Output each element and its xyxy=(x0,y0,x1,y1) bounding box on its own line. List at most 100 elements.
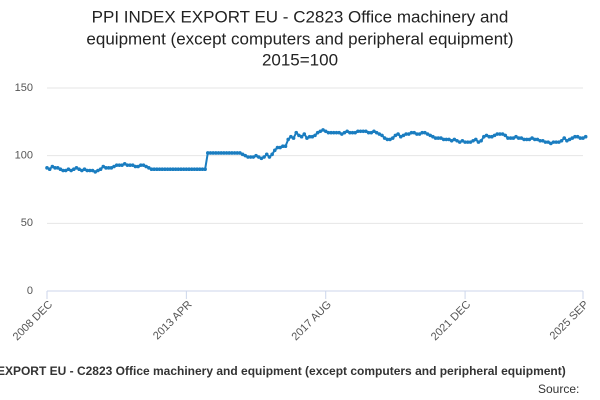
point xyxy=(508,136,513,140)
point xyxy=(404,132,408,136)
point xyxy=(248,155,253,159)
point xyxy=(72,167,76,171)
point xyxy=(189,167,194,171)
point xyxy=(53,166,57,170)
point xyxy=(396,132,400,136)
point xyxy=(267,155,272,159)
point xyxy=(549,141,553,146)
point xyxy=(203,167,207,171)
y-tick-label: 100 xyxy=(15,150,33,162)
point xyxy=(345,129,349,134)
point xyxy=(160,167,165,171)
point xyxy=(264,152,269,157)
point xyxy=(106,166,111,170)
point xyxy=(184,167,189,171)
point xyxy=(69,168,73,173)
point xyxy=(479,138,483,143)
source: Source: xyxy=(538,382,579,396)
point xyxy=(431,134,435,139)
point xyxy=(570,136,575,140)
point xyxy=(256,155,261,159)
point xyxy=(538,138,542,143)
x-tick-label: 2013 APR xyxy=(151,299,195,343)
point xyxy=(310,134,315,139)
point xyxy=(163,167,167,171)
chart-title: 2015=100 xyxy=(262,50,338,69)
point xyxy=(50,164,55,169)
point xyxy=(519,136,524,140)
point xyxy=(476,140,481,144)
point xyxy=(90,168,95,173)
point xyxy=(246,155,250,159)
point xyxy=(492,133,497,138)
point xyxy=(364,129,368,134)
point xyxy=(238,151,242,155)
point xyxy=(436,136,441,140)
point xyxy=(125,163,130,167)
point xyxy=(329,130,333,135)
point xyxy=(401,133,406,138)
point xyxy=(425,132,430,136)
point xyxy=(165,167,170,171)
point xyxy=(187,167,191,171)
point xyxy=(88,168,92,173)
point xyxy=(361,129,366,134)
point xyxy=(315,130,320,135)
point xyxy=(522,137,526,142)
point xyxy=(278,145,282,150)
point xyxy=(465,140,470,144)
point xyxy=(535,137,540,142)
point xyxy=(420,130,425,135)
point xyxy=(562,136,567,140)
point xyxy=(58,167,63,171)
point xyxy=(133,164,138,169)
point xyxy=(417,132,422,136)
point xyxy=(318,129,323,134)
point xyxy=(283,144,288,148)
x-tick-label: 2025 SEP xyxy=(548,299,592,343)
point xyxy=(171,167,175,171)
point xyxy=(543,140,548,144)
point xyxy=(559,138,564,143)
point xyxy=(206,151,210,155)
point xyxy=(369,130,374,135)
point xyxy=(551,140,556,144)
point xyxy=(388,137,392,142)
point xyxy=(323,129,328,134)
point xyxy=(527,137,532,142)
point xyxy=(55,166,60,170)
point xyxy=(273,148,277,153)
point xyxy=(114,163,119,167)
point xyxy=(112,164,116,169)
point xyxy=(460,138,465,143)
point xyxy=(149,167,154,171)
point xyxy=(240,152,245,157)
y-tick-label: 150 xyxy=(15,82,33,94)
point xyxy=(565,138,569,143)
point xyxy=(289,134,293,139)
point xyxy=(299,134,304,139)
point xyxy=(348,130,352,135)
point xyxy=(541,138,545,143)
point xyxy=(259,156,264,161)
point xyxy=(340,132,344,136)
point xyxy=(227,151,232,155)
point xyxy=(567,137,572,142)
point xyxy=(350,130,355,135)
point xyxy=(139,163,143,167)
point xyxy=(219,151,223,155)
point xyxy=(471,138,475,143)
point xyxy=(216,151,221,155)
point xyxy=(457,140,462,144)
y-tick-label: 50 xyxy=(21,217,33,229)
point xyxy=(524,137,529,142)
point xyxy=(297,133,301,138)
point xyxy=(532,137,537,142)
point xyxy=(208,151,213,155)
point xyxy=(286,137,291,142)
point xyxy=(130,163,135,167)
point xyxy=(251,155,256,159)
point xyxy=(331,130,336,135)
point xyxy=(195,167,199,171)
point xyxy=(45,166,49,170)
